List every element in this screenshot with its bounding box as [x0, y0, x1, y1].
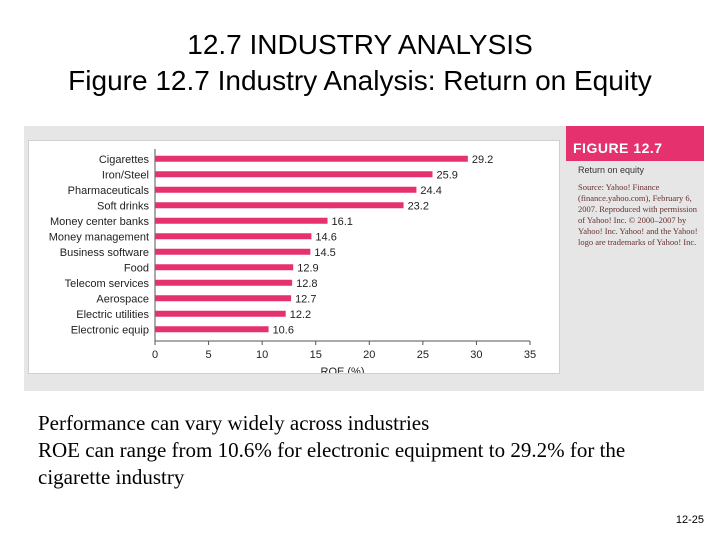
- bar: [155, 248, 311, 255]
- data-label: 12.8: [296, 278, 317, 290]
- category-label: Business software: [60, 247, 149, 259]
- bar: [155, 186, 417, 193]
- bar: [155, 171, 433, 178]
- category-label: Soft drinks: [97, 200, 149, 212]
- figure-label-box: FIGURE 12.7: [566, 126, 704, 161]
- category-label: Food: [124, 262, 149, 274]
- category-label: Telecom services: [65, 278, 150, 290]
- data-label: 14.6: [315, 231, 336, 243]
- x-tick-label: 30: [470, 349, 482, 361]
- bar: [155, 326, 269, 333]
- x-tick-label: 20: [363, 349, 375, 361]
- category-label: Electric utilities: [76, 309, 149, 321]
- category-label: Money center banks: [50, 216, 150, 228]
- data-label: 14.5: [314, 247, 335, 259]
- x-tick-label: 25: [417, 349, 429, 361]
- bar: [155, 202, 404, 209]
- category-label: Iron/Steel: [102, 169, 149, 181]
- x-tick-label: 35: [524, 349, 536, 361]
- slide-title: 12.7 INDUSTRY ANALYSIS: [187, 29, 533, 60]
- data-label: 29.2: [472, 154, 493, 166]
- data-label: 24.4: [420, 185, 441, 197]
- roe-bar-chart: Cigarettes 29.2 Iron/Steel 25.9 Pharmaceutic…: [49, 149, 536, 373]
- caption-line: ROE can range from 10.6% for electronic …: [38, 438, 626, 489]
- bar: [155, 279, 293, 286]
- data-label: 12.2: [290, 309, 311, 321]
- bar: [155, 264, 294, 271]
- slide-caption: Performance can vary widely across indus…: [38, 410, 688, 491]
- x-tick-label: 0: [152, 349, 158, 361]
- figure-label: FIGURE 12.7: [573, 140, 663, 156]
- caption-line: Performance can vary widely across indus…: [38, 411, 430, 435]
- data-label: 16.1: [332, 216, 353, 228]
- x-tick-label: 10: [256, 349, 268, 361]
- bar: [155, 217, 328, 224]
- x-tick-label: 15: [310, 349, 322, 361]
- category-label: Money management: [49, 231, 149, 243]
- bar: [155, 310, 286, 317]
- x-axis-title: ROE (%): [321, 366, 365, 373]
- data-label: 23.2: [408, 200, 429, 212]
- chart-frame: Cigarettes 29.2 Iron/Steel 25.9 Pharmaceutic…: [28, 140, 560, 374]
- data-label: 12.9: [297, 262, 318, 274]
- bar: [155, 295, 292, 302]
- data-label: 12.7: [295, 293, 316, 305]
- category-label: Cigarettes: [99, 154, 150, 166]
- data-label: 25.9: [437, 169, 458, 181]
- category-label: Pharmaceuticals: [68, 185, 150, 197]
- category-label: Aerospace: [96, 293, 149, 305]
- x-tick-label: 5: [206, 349, 212, 361]
- slide-number: 12-25: [675, 514, 704, 526]
- bar: [155, 233, 312, 240]
- bar: [155, 155, 468, 162]
- figure-subtitle: Return on equity: [578, 165, 645, 175]
- figure-source-note: Source: Yahoo! Finance (finance.yahoo.co…: [578, 182, 698, 247]
- slide-subtitle: Figure 12.7 Industry Analysis: Return on…: [68, 65, 652, 96]
- data-label: 10.6: [273, 324, 294, 336]
- category-label: Electronic equip: [71, 324, 149, 336]
